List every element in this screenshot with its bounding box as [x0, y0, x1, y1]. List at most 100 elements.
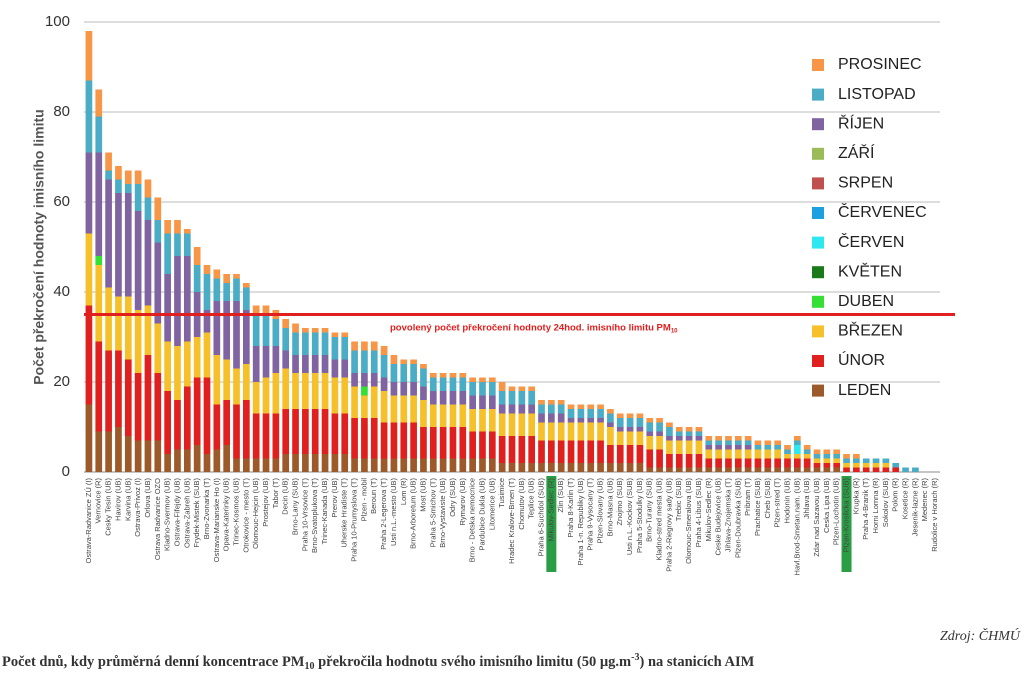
bar-segment	[410, 395, 417, 423]
bar-segment	[302, 373, 309, 409]
bar-segment	[754, 467, 762, 472]
source: Zdroj: ČHMÚ	[940, 627, 1021, 644]
bar-segment	[85, 31, 93, 81]
bar-segment	[833, 467, 841, 472]
x-tick-label: Cheb (SUB)	[763, 478, 772, 519]
bar-segment	[174, 400, 181, 450]
bar-segment	[725, 458, 732, 468]
x-tick-label: Tusimice	[497, 478, 506, 508]
bar-segment	[744, 449, 752, 459]
bar-segment	[124, 436, 132, 472]
bar-segment	[872, 463, 880, 468]
bar-segment	[754, 445, 762, 450]
bar-segment	[400, 422, 408, 459]
bar-segment	[626, 431, 634, 445]
bar-segment	[764, 467, 772, 472]
bar-segment	[213, 355, 221, 405]
bar-segment	[784, 454, 791, 459]
bar-segment	[715, 440, 722, 445]
bar-segment	[538, 400, 545, 405]
bar-segment	[282, 328, 290, 351]
caption-part: 10	[304, 661, 314, 672]
bar-segment	[105, 287, 112, 351]
x-tick-label: Brno-Arboretum (UB)	[409, 478, 418, 549]
x-tick-label: Brno-Svatoplukova (T)	[310, 477, 319, 553]
bar-segment	[233, 301, 240, 369]
bar-segment	[390, 422, 398, 459]
label-highlight	[546, 476, 557, 572]
bar-segment	[174, 256, 181, 346]
y-tick-label: 80	[53, 103, 70, 120]
x-tick-label: Olomouc-Hejcin (UB)	[251, 478, 260, 549]
bar-segment	[223, 400, 231, 445]
bar-segment	[607, 422, 614, 427]
x-tick-label: Uherske Hradiste (T)	[340, 478, 349, 548]
bar-segment	[174, 449, 181, 472]
bar-segment	[833, 458, 841, 463]
bar-segment	[105, 350, 112, 432]
legend-swatch	[812, 266, 824, 279]
bar-segment	[518, 391, 526, 405]
bar-segment	[292, 409, 299, 454]
bar-segment	[262, 314, 270, 346]
bar-segment	[823, 463, 831, 468]
bar-segment	[656, 431, 663, 436]
bar-segment	[193, 445, 201, 472]
bar-segment	[272, 373, 280, 414]
legend-swatch	[812, 295, 824, 308]
bar-segment	[390, 382, 398, 396]
bar-segment	[616, 445, 624, 463]
x-tick-label: Kladno-Svermov (UB)	[163, 478, 172, 551]
x-tick-label: Chomutov (UB)	[517, 478, 526, 530]
bar-segment	[518, 404, 526, 414]
bar-segment	[233, 278, 240, 301]
bar-segment	[95, 256, 103, 265]
bar-segment	[203, 332, 211, 378]
bar-segment	[548, 413, 555, 423]
bar-segment	[213, 301, 221, 355]
bar-segment	[331, 332, 339, 337]
bar-segment	[449, 458, 457, 472]
bar-segment	[420, 400, 427, 427]
legend-label: KVĚTEN	[838, 261, 902, 280]
bar-segment	[134, 440, 142, 472]
bar-segment	[183, 229, 191, 234]
bar-segment	[538, 413, 545, 423]
bar-segment	[183, 341, 191, 387]
x-tick-label: Usti n.L.-Kockov (SUB)	[625, 478, 634, 556]
legend-label: ŘÍJEN	[838, 113, 884, 132]
bar-segment	[567, 404, 575, 409]
bar-segment	[695, 454, 703, 468]
bar-segment	[272, 346, 280, 373]
bar-segment	[193, 377, 201, 445]
legend-swatch	[812, 355, 824, 367]
bar-segment	[242, 364, 250, 400]
bar-segment	[154, 323, 162, 373]
bar-segment	[105, 179, 112, 288]
bar-segment	[154, 220, 162, 243]
legend-label: SRPEN	[838, 175, 893, 192]
bar-segment	[803, 467, 811, 472]
bar-segment	[429, 427, 437, 459]
bar-segment	[577, 422, 585, 441]
legend-label: LISTOPAD	[838, 86, 916, 103]
bar-segment	[439, 458, 447, 472]
bar-segment	[734, 458, 742, 468]
bar-segment	[439, 373, 447, 378]
y-tick-label: 40	[53, 283, 70, 300]
bar-segment	[607, 409, 614, 414]
bar-segment	[675, 440, 683, 454]
x-tick-label: Trinec-Kanada (UB)	[320, 478, 329, 545]
bar-segment	[725, 445, 732, 450]
bar-segment	[351, 350, 358, 373]
bar-segment	[872, 458, 880, 463]
x-tick-label: Karvina (UB)	[123, 478, 132, 521]
y-tick-label: 100	[45, 13, 70, 30]
bar-segment	[587, 418, 595, 423]
bar-segment	[115, 296, 122, 351]
bar-segment	[203, 310, 211, 333]
bar-segment	[882, 463, 890, 468]
bar-segment	[390, 395, 398, 423]
bar-segment	[636, 463, 644, 472]
